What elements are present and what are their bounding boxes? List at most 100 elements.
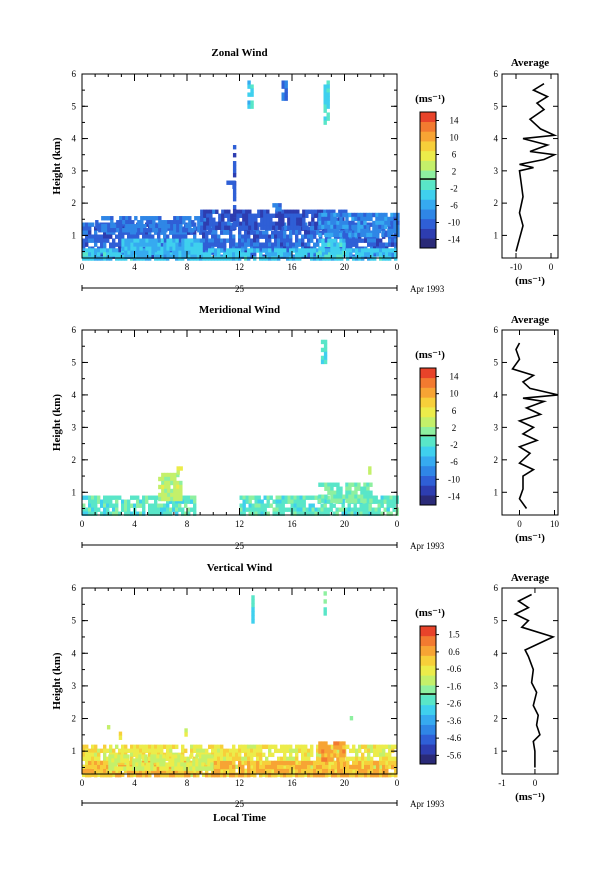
heatmap-cell bbox=[360, 212, 364, 218]
heatmap-cell bbox=[82, 222, 86, 227]
heatmap-cell bbox=[164, 472, 168, 478]
heatmap-cell bbox=[281, 511, 285, 516]
heatmap-cell bbox=[133, 752, 137, 758]
heatmap-cell bbox=[178, 246, 182, 252]
heatmap-cell bbox=[382, 256, 386, 261]
heatmap-cell bbox=[280, 760, 284, 766]
heatmap-cell bbox=[286, 234, 290, 239]
heatmap-cell bbox=[206, 225, 210, 230]
heatmap-cell bbox=[391, 254, 395, 259]
heatmap-cell bbox=[118, 735, 123, 740]
heatmap-cell bbox=[266, 495, 270, 500]
heatmap-cell bbox=[197, 228, 201, 233]
heatmap-cell bbox=[310, 230, 314, 235]
colorbar-segment bbox=[420, 724, 436, 735]
heatmap-cell bbox=[388, 748, 392, 754]
heatmap-cell bbox=[313, 760, 317, 766]
heatmap-cell bbox=[226, 764, 230, 770]
heatmap-cell bbox=[130, 254, 134, 260]
heatmap-cell bbox=[172, 499, 176, 504]
heatmap-cell bbox=[292, 772, 296, 778]
heatmap-cell bbox=[169, 764, 173, 770]
heatmap-cell bbox=[88, 226, 92, 231]
heatmap-cell bbox=[324, 486, 328, 491]
date-day-label: 25 bbox=[235, 541, 245, 551]
heatmap-cell bbox=[184, 511, 188, 516]
heatmap-cell bbox=[193, 772, 197, 778]
x-tick-label: 0 bbox=[80, 519, 85, 529]
heatmap-cell bbox=[391, 756, 395, 762]
heatmap-cell bbox=[193, 744, 197, 750]
heatmap-cell bbox=[364, 772, 368, 778]
heatmap-cell bbox=[142, 242, 146, 248]
heatmap-cell bbox=[181, 242, 185, 248]
heatmap-cell bbox=[154, 772, 158, 778]
heatmap-cell bbox=[207, 766, 211, 771]
heatmap-cell bbox=[181, 772, 185, 778]
heatmap-cell bbox=[199, 748, 203, 754]
heatmap-cell bbox=[250, 92, 254, 97]
heatmap-cell bbox=[227, 213, 231, 218]
heatmap-cell bbox=[157, 503, 161, 508]
heatmap-cell bbox=[205, 234, 209, 239]
heatmap-cell bbox=[131, 220, 135, 225]
heatmap-cell bbox=[322, 256, 326, 261]
heatmap-cell bbox=[112, 252, 116, 257]
heatmap-cell bbox=[100, 238, 104, 243]
heatmap-cell bbox=[323, 343, 328, 349]
heatmap-cell bbox=[263, 221, 267, 226]
heatmap-cell bbox=[394, 256, 398, 261]
heatmap-cell bbox=[230, 213, 234, 218]
heatmap-cell bbox=[239, 503, 243, 508]
heatmap-cell bbox=[142, 748, 146, 754]
heatmap-cell bbox=[382, 744, 386, 750]
heatmap-cell bbox=[321, 749, 325, 754]
heatmap-cell bbox=[324, 745, 328, 750]
heatmap-cell bbox=[254, 225, 258, 230]
heatmap-cell bbox=[199, 254, 203, 260]
average-y-tick-label: 2 bbox=[494, 455, 499, 465]
heatmap-cell bbox=[205, 242, 209, 247]
heatmap-cell bbox=[223, 760, 227, 766]
colorbar-segment bbox=[420, 465, 436, 476]
heatmap-cell bbox=[328, 768, 332, 774]
heatmap-cell bbox=[188, 224, 192, 229]
heatmap-cell bbox=[260, 499, 264, 504]
heatmap-cell bbox=[175, 254, 179, 260]
average-y-tick-label: 4 bbox=[494, 134, 499, 144]
average-y-tick-label: 1 bbox=[494, 487, 499, 497]
heatmap-cell bbox=[323, 88, 327, 93]
heatmap-cell bbox=[281, 503, 285, 508]
heatmap-cell bbox=[103, 748, 107, 754]
average-y-tick-label: 6 bbox=[494, 325, 499, 335]
heatmap-cell bbox=[201, 766, 205, 771]
heatmap-cell bbox=[344, 511, 348, 516]
heatmap-cell bbox=[334, 772, 338, 778]
heatmap-cell bbox=[293, 217, 297, 222]
heatmap-cell bbox=[323, 84, 327, 89]
heatmap-cell bbox=[394, 756, 398, 762]
heatmap-cell bbox=[311, 221, 315, 226]
heatmap-cell bbox=[251, 619, 255, 624]
heatmap-cell bbox=[250, 230, 254, 235]
heatmap-cell bbox=[271, 768, 275, 774]
heatmap-cell bbox=[214, 768, 218, 774]
heatmap-cell bbox=[181, 511, 185, 516]
heatmap-cell bbox=[301, 248, 305, 253]
heatmap-cell bbox=[388, 764, 392, 770]
heatmap-cell bbox=[238, 238, 242, 243]
heatmap-cell bbox=[214, 748, 218, 754]
heatmap-cell bbox=[141, 766, 145, 771]
heatmap-cell bbox=[187, 238, 191, 244]
heatmap-cell bbox=[326, 499, 330, 504]
heatmap-cell bbox=[170, 220, 174, 225]
heatmap-cell bbox=[363, 216, 367, 222]
average-x-tick-label: 0 bbox=[517, 519, 522, 529]
heatmap-cell bbox=[318, 254, 322, 260]
heatmap-cell bbox=[284, 209, 288, 214]
heatmap-cell bbox=[106, 248, 110, 253]
heatmap-cell bbox=[265, 252, 269, 257]
heatmap-cell bbox=[373, 760, 377, 766]
heatmap-cell bbox=[257, 507, 261, 512]
heatmap-cell bbox=[217, 752, 221, 758]
